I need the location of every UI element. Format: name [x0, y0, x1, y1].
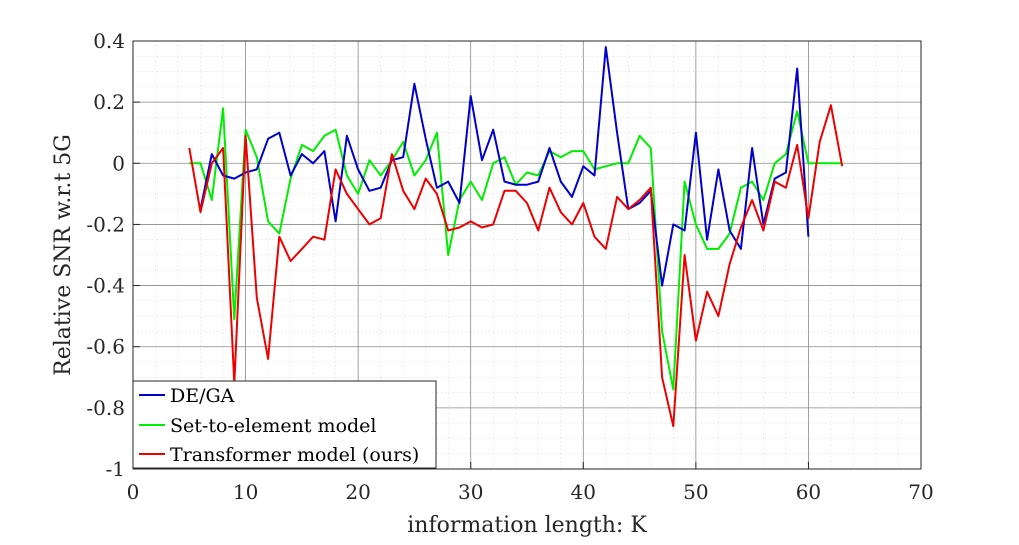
y-tick-label: 0.2 [93, 90, 125, 114]
axis-ticks: 0 10 20 30 40 50 60 70 0.4 0.2 0 -0.2 -0.4 -0.6 -0.8 -1 [86, 29, 933, 504]
x-axis-label: information length: K [407, 513, 647, 538]
y-axis-label: Relative SNR w.r.t 5G [51, 134, 76, 376]
y-tick-label: -0.4 [86, 274, 125, 298]
legend-label-set-to-element: Set-to-element model [170, 415, 377, 437]
x-tick-label: 20 [345, 480, 370, 504]
x-tick-label: 10 [233, 480, 258, 504]
legend-box [132, 380, 437, 469]
x-tick-label: 0 [127, 480, 140, 504]
y-tick-label: -0.6 [86, 335, 125, 359]
y-tick-label: 0.4 [93, 29, 125, 53]
y-tick-label: -1 [106, 457, 125, 481]
series-line-transformer [188, 104, 844, 428]
y-tick-label: 0 [112, 151, 125, 175]
y-tick-label: -0.8 [86, 396, 125, 420]
y-tick-label: -0.2 [86, 212, 125, 236]
plot-frame [132, 40, 922, 470]
x-tick-label: 30 [458, 480, 483, 504]
legend-label-de-ga: DE/GA [170, 385, 235, 407]
series-line-de-ga [199, 46, 810, 287]
x-tick-label: 50 [683, 480, 708, 504]
x-tick-label: 60 [796, 480, 821, 504]
x-tick-label: 70 [908, 480, 933, 504]
legend: DE/GA Set-to-element model Transformer m… [132, 380, 437, 469]
legend-label-transformer: Transformer model (ours) [170, 444, 419, 466]
series-layer [188, 46, 844, 428]
x-tick-label: 40 [571, 480, 596, 504]
